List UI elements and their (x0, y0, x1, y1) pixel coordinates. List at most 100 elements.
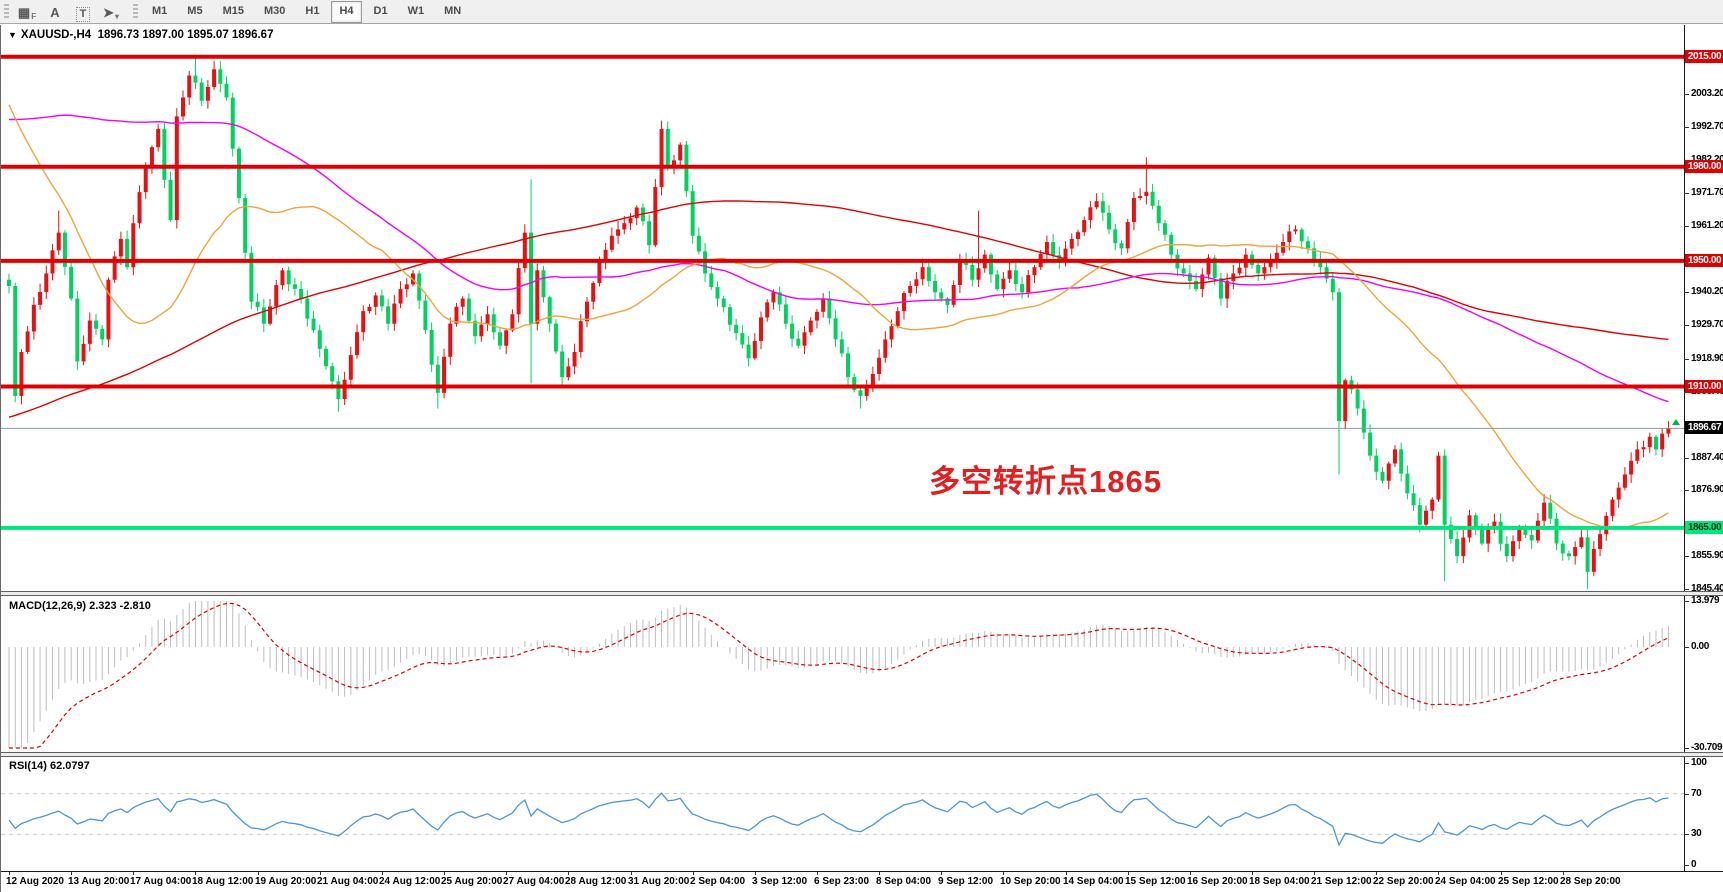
candle-bear (466, 298, 471, 321)
shapes-pointer-icon-button[interactable]: ➤ ▾ (98, 2, 124, 22)
rsi-panel-canvas[interactable] (1, 757, 1684, 871)
candle-bear (1548, 502, 1553, 519)
candle-bull (765, 302, 770, 318)
candle-bull (1635, 449, 1640, 461)
rsi-axis-label: 70 (1691, 788, 1702, 799)
candle-bear (1256, 264, 1261, 274)
candle-bear (1181, 268, 1186, 274)
candle-bear (790, 323, 795, 339)
candle-bull (678, 144, 683, 161)
timeframe-button-w1[interactable]: W1 (407, 4, 425, 17)
candle-bull (19, 351, 24, 396)
timeframe-button-h1[interactable]: H1 (305, 4, 320, 17)
candle-bear (199, 82, 204, 101)
panel-separator[interactable] (1, 752, 1723, 757)
candle-bull (342, 379, 347, 400)
timeframe-button-m30[interactable]: M30 (263, 4, 286, 17)
candle-bear (839, 339, 844, 354)
price-level-label-1980.00: 1980.00 (1685, 160, 1723, 173)
time-tick (1438, 872, 1439, 875)
candle-bear (777, 292, 782, 305)
price-tick (1684, 458, 1689, 459)
time-tick (568, 872, 569, 875)
time-label: 3 Sep 12:00 (752, 876, 808, 887)
candle-bull (118, 238, 123, 257)
candle-bear (846, 353, 851, 378)
candle-bull (442, 356, 447, 393)
candle-bull (460, 298, 465, 307)
candle-bear (1312, 248, 1317, 261)
candle-bear (1305, 241, 1310, 249)
macd-axis-tick (1684, 647, 1689, 648)
candle-bull (951, 284, 956, 305)
candle-bull (814, 311, 819, 321)
candle-bear (100, 328, 105, 340)
candle-bull (752, 340, 757, 359)
timeframe-button-m1[interactable]: M1 (152, 4, 168, 17)
price-level-label-2015.00: 2015.00 (1685, 50, 1723, 63)
candle-bear (827, 298, 832, 319)
timeframe-toolbar-grip[interactable] (133, 3, 138, 20)
text-label-icon-button[interactable]: T (70, 2, 96, 22)
macd-panel-canvas[interactable] (1, 596, 1684, 752)
candle-bull (1287, 231, 1292, 243)
rsi-axis-label: 30 (1691, 828, 1702, 839)
candle-bull (1392, 449, 1397, 464)
price-tick (1684, 193, 1689, 194)
tick-chart-grid-icon-button[interactable]: ▦ F (14, 2, 40, 22)
time-axis-strip[interactable]: 12 Aug 2020 13 Aug 20:00 17 Aug 04:00 18 Au… (1, 871, 1723, 892)
candle-bull (1436, 455, 1441, 500)
candle-bull (181, 97, 186, 117)
candle-bull (1461, 537, 1466, 557)
chart-annotation-text: 多空转折点1865 (929, 464, 1162, 499)
candle-bull (510, 314, 515, 331)
candle-bear (1653, 436, 1658, 450)
candle-bear (1107, 212, 1112, 230)
timeframe-button-m15[interactable]: M15 (222, 4, 244, 17)
candle-bear (13, 286, 18, 396)
symbol-dropdown-icon[interactable]: ▼ (8, 30, 17, 40)
candle-bull (1604, 515, 1609, 535)
candle-bear (1399, 449, 1404, 474)
price-tick-label: 1845.40 (1691, 583, 1723, 594)
time-label: 12 Aug 2020 (6, 876, 64, 887)
price-tick-label: 1982.20 (1691, 154, 1723, 166)
candle-bull (1579, 537, 1584, 548)
price-level-label-1896.67: 1896.67 (1685, 421, 1723, 434)
candle-bull (25, 331, 30, 352)
candle-bull (1542, 502, 1547, 521)
candle-bull (1144, 191, 1149, 197)
timeframe-button-d1[interactable]: D1 (373, 4, 388, 17)
time-label: 27 Aug 04:00 (503, 876, 565, 887)
candle-bear (1057, 255, 1062, 261)
candle-bear (1442, 455, 1447, 525)
rsi-axis-tick (1684, 794, 1689, 795)
candle-bear (1560, 543, 1565, 554)
candle-bull (1573, 547, 1578, 557)
candle-bear (1020, 284, 1025, 293)
candle-bear (323, 348, 328, 367)
candle-bear (1299, 229, 1304, 242)
time-tick (1314, 872, 1315, 875)
candle-bull (1200, 274, 1205, 290)
timeframe-button-h4[interactable]: H4 (331, 0, 362, 23)
moving-average-89 (9, 114, 1669, 403)
time-label: 16 Sep 20:00 (1187, 876, 1248, 887)
candle-bull (522, 232, 527, 269)
candle-bear (386, 306, 391, 324)
candle-bull (759, 317, 764, 341)
candle-bull (976, 268, 981, 280)
panel-separator[interactable] (1, 591, 1723, 596)
candle-bull (659, 128, 664, 188)
chart-window[interactable]: ▼ XAUUSD-,H4 1896.73 1897.00 1895.07 1896… (0, 25, 1723, 892)
timeframe-button-m5[interactable]: M5 (187, 4, 203, 17)
timeframe-button-mn[interactable]: MN (444, 4, 462, 17)
arrow-draw-icon-button[interactable]: A (42, 2, 68, 22)
toolbar-grip[interactable] (4, 3, 9, 20)
candle-bull (1088, 207, 1093, 221)
candle-bull (634, 207, 639, 219)
main-chart-canvas[interactable] (1, 25, 1684, 591)
candle-bear (435, 364, 440, 393)
candle-bear (1100, 201, 1105, 213)
